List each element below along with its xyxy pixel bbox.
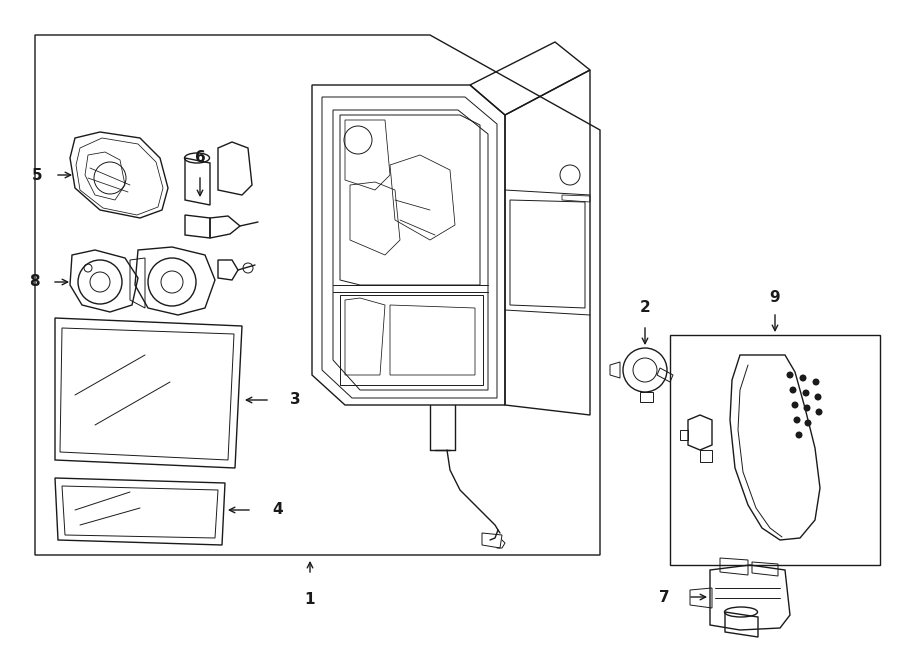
Circle shape [815,408,823,416]
Circle shape [791,401,798,408]
Text: 8: 8 [30,274,40,290]
Text: 4: 4 [272,502,283,518]
Bar [670,335,880,565]
Circle shape [794,416,800,424]
Circle shape [814,393,822,401]
Circle shape [796,432,803,438]
Circle shape [803,389,809,397]
Circle shape [805,420,812,426]
Circle shape [804,405,811,412]
Text: 9: 9 [770,290,780,305]
Circle shape [799,375,806,381]
Circle shape [789,387,796,393]
Text: 3: 3 [290,393,301,407]
Text: 6: 6 [194,151,205,165]
Text: 1: 1 [305,592,315,607]
Text: 5: 5 [32,167,42,182]
Circle shape [813,379,820,385]
Circle shape [787,371,794,379]
Text: 7: 7 [660,590,670,605]
Text: 2: 2 [640,301,651,315]
